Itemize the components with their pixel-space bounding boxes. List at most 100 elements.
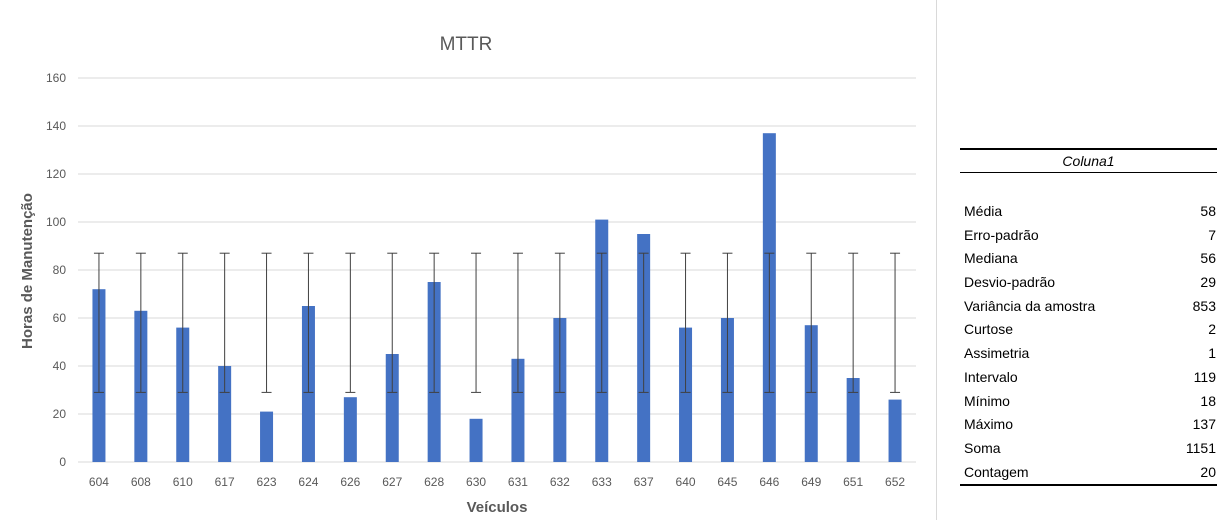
y-tick-label: 120 [46, 167, 66, 181]
error-bar [848, 252, 859, 393]
stats-row: Média 58 [960, 200, 1217, 224]
bar [846, 378, 860, 462]
y-tick-label: 0 [59, 455, 66, 469]
descriptive-stats-table: Coluna1 Média 58 Erro-padrão 7 Mediana 56 Desv… [960, 148, 1217, 487]
error-bar [764, 252, 775, 393]
x-tick-label: 640 [676, 475, 696, 489]
stats-row: Assimetria 1 [960, 342, 1217, 366]
stats-label: Mediana [964, 250, 1018, 267]
stats-spacer [960, 173, 1217, 200]
stats-label: Soma [964, 439, 1001, 456]
bar [385, 354, 399, 462]
stats-value: 18 [1200, 392, 1216, 409]
x-tick-label: 610 [173, 475, 193, 489]
error-bar [471, 252, 482, 393]
stats-row: Mínimo 18 [960, 390, 1217, 414]
x-tick-label: 628 [424, 475, 444, 489]
stats-value: 2 [1208, 321, 1216, 338]
x-tick-label: 651 [843, 475, 863, 489]
stats-row: Máximo 137 [960, 413, 1217, 437]
y-tick-label: 100 [46, 215, 66, 229]
stats-value: 29 [1200, 274, 1216, 291]
stats-row: Variância da amostra 853 [960, 295, 1217, 319]
bars [92, 133, 902, 462]
stats-value: 1151 [1185, 439, 1216, 456]
error-bar [806, 252, 817, 393]
x-tick-label: 624 [298, 475, 318, 489]
stats-label: Média [964, 203, 1003, 219]
x-tick-label: 652 [885, 475, 905, 489]
stats-label: Desvio-padrão [964, 274, 1056, 291]
x-tick-label: 627 [382, 475, 402, 489]
stats-row: Curtose 2 [960, 318, 1217, 342]
stats-value: 853 [1192, 297, 1216, 314]
bar [260, 411, 274, 462]
error-bar [596, 252, 607, 393]
bar [804, 325, 818, 462]
error-bar [177, 252, 188, 393]
x-axis-title: Veículos [467, 499, 528, 516]
stats-value: 7 [1208, 226, 1216, 243]
error-bar [219, 252, 230, 393]
bar [511, 358, 525, 462]
error-bar [303, 252, 314, 393]
stats-value: 56 [1200, 250, 1216, 267]
error-bar [890, 252, 901, 393]
stats-row: Contagem 20 [960, 461, 1217, 485]
stats-row: Erro-padrão 7 [960, 224, 1217, 248]
stats-row: Desvio-padrão 29 [960, 271, 1217, 295]
y-tick-label: 140 [46, 119, 66, 133]
x-tick-label: 649 [801, 475, 821, 489]
stats-value: 137 [1192, 416, 1216, 433]
stats-rows: Média 58 Erro-padrão 7 Mediana 56 Desvio-padrã… [960, 200, 1217, 487]
error-bar [387, 252, 398, 393]
y-tick-label: 20 [53, 407, 67, 421]
error-bar [93, 252, 104, 393]
error-bar [512, 252, 523, 393]
bar [469, 418, 483, 462]
error-bar [429, 252, 440, 393]
x-tick-label: 632 [550, 475, 570, 489]
stats-label: Máximo [964, 416, 1014, 433]
x-tick-label: 630 [466, 475, 486, 489]
stats-label: Contagem [964, 463, 1029, 480]
error-bar [135, 252, 146, 393]
x-tick-label: 645 [717, 475, 737, 489]
error-bar [554, 252, 565, 393]
error-bar [722, 252, 733, 393]
x-tick-label: 623 [257, 475, 277, 489]
y-tick-label: 40 [53, 359, 67, 373]
stats-label: Assimetria [964, 345, 1030, 362]
stats-row: Mediana 56 [960, 247, 1217, 271]
x-tick-label: 617 [215, 475, 235, 489]
bar [176, 327, 190, 462]
stats-label: Mínimo [964, 392, 1010, 409]
chart-frame: MTTR Horas de Manutenção Veículos 0 20 40 6… [19, 0, 937, 520]
bar [343, 397, 357, 462]
bar [679, 327, 693, 462]
x-tick-label: 604 [89, 475, 109, 489]
stats-value: 58 [1200, 203, 1216, 219]
stats-label: Erro-padrão [964, 226, 1039, 243]
mttr-bar-chart: MTTR Horas de Manutenção Veículos 0 20 40 6… [19, 34, 916, 516]
y-tick-label: 60 [53, 311, 67, 325]
stats-label: Curtose [964, 321, 1014, 338]
y-axis-title: Horas de Manutenção [19, 193, 36, 349]
error-bars [93, 252, 901, 393]
y-tick-label: 80 [53, 263, 67, 277]
x-tick-label: 631 [508, 475, 528, 489]
y-tick-label: 160 [46, 71, 66, 85]
y-tick-labels: 0 20 40 60 80 100 120 140 160 [46, 71, 66, 469]
x-tick-label: 633 [592, 475, 612, 489]
x-tick-label: 637 [634, 475, 654, 489]
error-bar [638, 252, 649, 393]
stats-label: Intervalo [964, 368, 1018, 385]
x-tick-label: 646 [759, 475, 779, 489]
stats-row: Soma 1151 [960, 437, 1217, 461]
error-bar [345, 252, 356, 393]
gridlines [78, 77, 916, 463]
stats-header: Coluna1 [960, 148, 1217, 173]
stats-row: Intervalo 119 [960, 366, 1217, 390]
chart-title: MTTR [440, 34, 493, 55]
x-tick-labels: 604 608 610 617 623 624 626 627 628 630 631 632 633 6… [89, 475, 905, 489]
